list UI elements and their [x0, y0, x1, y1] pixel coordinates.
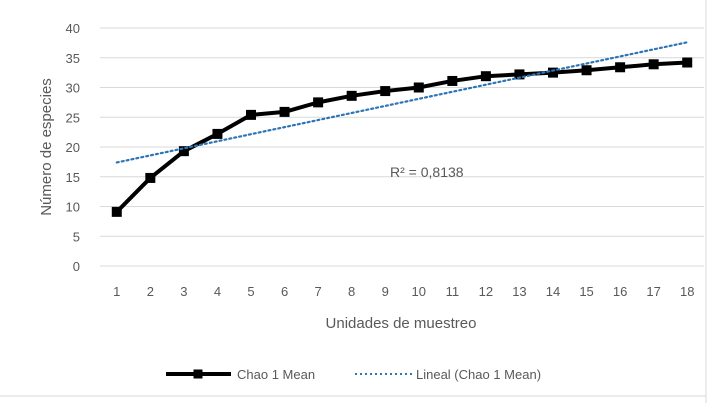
- legend-item-chao-1-mean: Chao 1 Mean: [166, 367, 315, 382]
- legend-swatch-marker-chao-1-mean: [193, 369, 203, 379]
- series-layer: [111, 41, 693, 217]
- data-point-chao-1-mean: [212, 128, 223, 139]
- y-axis-title: Número de especies: [38, 78, 55, 216]
- y-tick-label: 10: [66, 200, 80, 215]
- x-axis-title: Unidades de muestreo: [326, 315, 477, 332]
- data-point-chao-1-mean: [111, 206, 122, 217]
- y-tick-label: 35: [66, 51, 80, 66]
- x-tick-label: 17: [646, 284, 660, 299]
- data-point-chao-1-mean: [145, 172, 156, 183]
- legend-item-lineal: Lineal (Chao 1 Mean): [355, 367, 541, 382]
- x-tick-labels: 1 2 3 4 5 6 7 8 9 10 11 12 13 14 15 16 17 18: [113, 284, 694, 299]
- x-tick-label: 16: [613, 284, 627, 299]
- data-point-chao-1-mean: [480, 71, 491, 82]
- x-tick-label: 8: [348, 284, 355, 299]
- y-tick-label: 30: [66, 81, 80, 96]
- data-point-chao-1-mean: [246, 109, 256, 120]
- data-point-chao-1-mean: [380, 86, 391, 97]
- x-tick-label: 4: [214, 284, 221, 299]
- legend-label-lineal: Lineal (Chao 1 Mean): [416, 367, 541, 382]
- y-tick-label: 40: [66, 21, 80, 36]
- x-tick-label: 11: [446, 284, 460, 299]
- x-tick-label: 13: [512, 284, 526, 299]
- y-tick-label: 20: [66, 140, 80, 155]
- data-point-chao-1-mean: [682, 57, 693, 68]
- legend: Chao 1 Mean Lineal (Chao 1 Mean): [166, 367, 541, 382]
- y-tick-label: 0: [73, 259, 80, 274]
- x-tick-label: 3: [180, 284, 187, 299]
- data-point-chao-1-mean: [178, 146, 189, 157]
- data-point-chao-1-mean: [581, 65, 592, 76]
- y-tick-label: 25: [66, 110, 80, 125]
- x-tick-label: 10: [412, 284, 426, 299]
- legend-label-chao-1-mean: Chao 1 Mean: [237, 367, 315, 382]
- series-line-chao-1-mean: [115, 60, 688, 214]
- trendline-lineal: [115, 41, 689, 164]
- x-tick-label: 6: [281, 284, 288, 299]
- r-squared-annotation: R² = 0,8138: [390, 164, 464, 180]
- x-tick-label: 2: [147, 284, 154, 299]
- y-tick-labels: 0 5 10 15 20 25 30 35 40: [66, 21, 80, 274]
- x-tick-label: 7: [314, 284, 321, 299]
- data-point-chao-1-mean: [615, 62, 626, 73]
- data-point-chao-1-mean: [313, 97, 324, 108]
- data-point-chao-1-mean: [346, 90, 357, 101]
- data-point-chao-1-mean: [514, 69, 525, 80]
- data-point-chao-1-mean: [447, 75, 458, 86]
- x-tick-label: 1: [113, 284, 120, 299]
- x-tick-label: 5: [247, 284, 254, 299]
- data-point-chao-1-mean: [648, 59, 659, 70]
- x-tick-label: 9: [382, 284, 389, 299]
- y-tick-label: 5: [73, 229, 80, 244]
- x-tick-label: 14: [546, 284, 560, 299]
- data-point-chao-1-mean: [413, 82, 424, 93]
- data-point-chao-1-mean: [548, 67, 558, 78]
- x-tick-label: 12: [479, 284, 493, 299]
- x-tick-label: 18: [680, 284, 694, 299]
- data-point-chao-1-mean: [279, 106, 290, 117]
- x-tick-label: 15: [579, 284, 593, 299]
- y-tick-label: 15: [66, 170, 80, 185]
